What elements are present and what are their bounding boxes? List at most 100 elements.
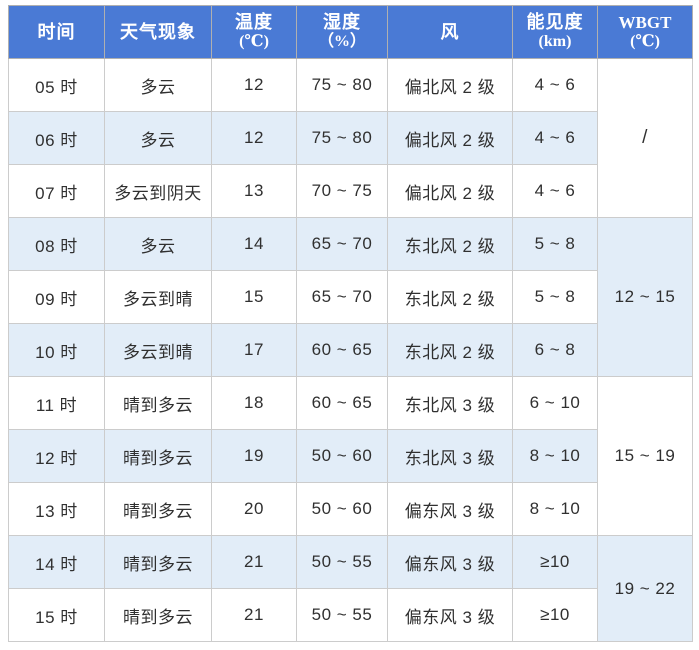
humidity-cell: 50 ~ 55 — [296, 588, 388, 642]
visibility-cell: 4 ~ 6 — [512, 111, 598, 165]
header-label: WBGT — [618, 13, 672, 33]
time-cell: 10 时 — [8, 323, 105, 377]
column-header-temperature: 温度 (℃) — [211, 5, 297, 59]
header-unit: (℃) — [239, 33, 269, 51]
weather-cell: 多云 — [104, 217, 212, 271]
table-row: 09 时 多云到晴 15 65 ~ 70 东北风 2 级 5 ~ 8 — [8, 270, 693, 324]
temperature-cell: 17 — [211, 323, 297, 377]
wind-cell: 东北风 3 级 — [387, 376, 513, 430]
temperature-cell: 12 — [211, 58, 297, 112]
header-label: 能见度 — [526, 12, 584, 33]
temperature-cell: 18 — [211, 376, 297, 430]
header-unit: (km) — [538, 33, 572, 51]
column-header-wind: 风 — [387, 5, 513, 59]
temperature-cell: 14 — [211, 217, 297, 271]
time-cell: 06 时 — [8, 111, 105, 165]
time-cell: 08 时 — [8, 217, 105, 271]
humidity-cell: 50 ~ 60 — [296, 482, 388, 536]
humidity-cell: 65 ~ 70 — [296, 217, 388, 271]
visibility-cell: ≥10 — [512, 535, 598, 589]
table-row: 12 时 晴到多云 19 50 ~ 60 东北风 3 级 8 ~ 10 — [8, 429, 693, 483]
time-cell: 11 时 — [8, 376, 105, 430]
wind-cell: 偏东风 3 级 — [387, 535, 513, 589]
temperature-cell: 15 — [211, 270, 297, 324]
weather-cell: 晴到多云 — [104, 482, 212, 536]
table-row: 14 时 晴到多云 21 50 ~ 55 偏东风 3 级 ≥10 19 ~ 22 — [8, 535, 693, 642]
weather-cell: 多云 — [104, 58, 212, 112]
wind-cell: 偏东风 3 级 — [387, 588, 513, 642]
header-row: 时间 天气现象 温度 (℃) 湿度 （%） 风 能见度 (km) WBGT (℃) — [8, 5, 693, 59]
header-label: 风 — [440, 21, 460, 42]
visibility-cell: ≥10 — [512, 588, 598, 642]
time-cell: 09 时 — [8, 270, 105, 324]
wind-cell: 偏北风 2 级 — [387, 58, 513, 112]
wbgt-merged-cell: 12 ~ 15 — [597, 217, 693, 377]
temperature-cell: 21 — [211, 535, 297, 589]
temperature-cell: 21 — [211, 588, 297, 642]
wbgt-merged-cell: 19 ~ 22 — [597, 535, 693, 642]
weather-forecast-table: 时间 天气现象 温度 (℃) 湿度 （%） 风 能见度 (km) WBGT (℃) 05… — [8, 5, 693, 642]
weather-cell: 多云到晴 — [104, 270, 212, 324]
humidity-cell: 65 ~ 70 — [296, 270, 388, 324]
time-cell: 13 时 — [8, 482, 105, 536]
column-header-wbgt: WBGT (℃) — [597, 5, 693, 59]
table-row: 08 时 多云 14 65 ~ 70 东北风 2 级 5 ~ 8 12 ~ 15 — [8, 217, 693, 377]
visibility-cell: 4 ~ 6 — [512, 164, 598, 218]
column-header-humidity: 湿度 （%） — [296, 5, 388, 59]
table-row: 11 时 晴到多云 18 60 ~ 65 东北风 3 级 6 ~ 10 15 ~… — [8, 376, 693, 536]
temperature-cell: 13 — [211, 164, 297, 218]
time-cell: 15 时 — [8, 588, 105, 642]
time-cell: 12 时 — [8, 429, 105, 483]
humidity-cell: 60 ~ 65 — [296, 376, 388, 430]
temperature-cell: 19 — [211, 429, 297, 483]
wind-cell: 偏北风 2 级 — [387, 111, 513, 165]
column-header-time: 时间 — [8, 5, 105, 59]
wind-cell: 东北风 2 级 — [387, 217, 513, 271]
humidity-cell: 50 ~ 60 — [296, 429, 388, 483]
table-body: 05 时 多云 12 75 ~ 80 偏北风 2 级 4 ~ 6 / 06 时 … — [8, 58, 693, 642]
weather-cell: 晴到多云 — [104, 376, 212, 430]
table-row: 15 时 晴到多云 21 50 ~ 55 偏东风 3 级 ≥10 — [8, 588, 693, 642]
wind-cell: 东北风 2 级 — [387, 323, 513, 377]
header-label: 湿度 — [323, 12, 361, 33]
humidity-cell: 75 ~ 80 — [296, 58, 388, 112]
time-cell: 07 时 — [8, 164, 105, 218]
wbgt-merged-cell: 15 ~ 19 — [597, 376, 693, 536]
header-unit: (℃) — [630, 32, 660, 50]
weather-cell: 多云到晴 — [104, 323, 212, 377]
table-row: 10 时 多云到晴 17 60 ~ 65 东北风 2 级 6 ~ 8 — [8, 323, 693, 377]
time-cell: 14 时 — [8, 535, 105, 589]
wind-cell: 偏东风 3 级 — [387, 482, 513, 536]
weather-cell: 多云 — [104, 111, 212, 165]
humidity-cell: 60 ~ 65 — [296, 323, 388, 377]
table-row: 07 时 多云到阴天 13 70 ~ 75 偏北风 2 级 4 ~ 6 — [8, 164, 693, 218]
header-label: 温度 — [235, 12, 273, 33]
visibility-cell: 8 ~ 10 — [512, 482, 598, 536]
visibility-cell: 5 ~ 8 — [512, 270, 598, 324]
header-unit: （%） — [317, 33, 366, 51]
header-label: 时间 — [37, 21, 76, 42]
table-row: 06 时 多云 12 75 ~ 80 偏北风 2 级 4 ~ 6 — [8, 111, 693, 165]
column-header-visibility: 能见度 (km) — [512, 5, 598, 59]
time-cell: 05 时 — [8, 58, 105, 112]
visibility-cell: 8 ~ 10 — [512, 429, 598, 483]
header-label: 天气现象 — [120, 21, 196, 42]
visibility-cell: 6 ~ 10 — [512, 376, 598, 430]
weather-cell: 多云到阴天 — [104, 164, 212, 218]
weather-cell: 晴到多云 — [104, 535, 212, 589]
visibility-cell: 5 ~ 8 — [512, 217, 598, 271]
humidity-cell: 70 ~ 75 — [296, 164, 388, 218]
wbgt-merged-cell: / — [597, 58, 693, 218]
weather-cell: 晴到多云 — [104, 429, 212, 483]
column-header-weather: 天气现象 — [104, 5, 212, 59]
temperature-cell: 12 — [211, 111, 297, 165]
humidity-cell: 50 ~ 55 — [296, 535, 388, 589]
visibility-cell: 6 ~ 8 — [512, 323, 598, 377]
temperature-cell: 20 — [211, 482, 297, 536]
visibility-cell: 4 ~ 6 — [512, 58, 598, 112]
wind-cell: 东北风 3 级 — [387, 429, 513, 483]
table-row: 05 时 多云 12 75 ~ 80 偏北风 2 级 4 ~ 6 / — [8, 58, 693, 218]
table-header: 时间 天气现象 温度 (℃) 湿度 （%） 风 能见度 (km) WBGT (℃) — [8, 5, 693, 59]
weather-cell: 晴到多云 — [104, 588, 212, 642]
